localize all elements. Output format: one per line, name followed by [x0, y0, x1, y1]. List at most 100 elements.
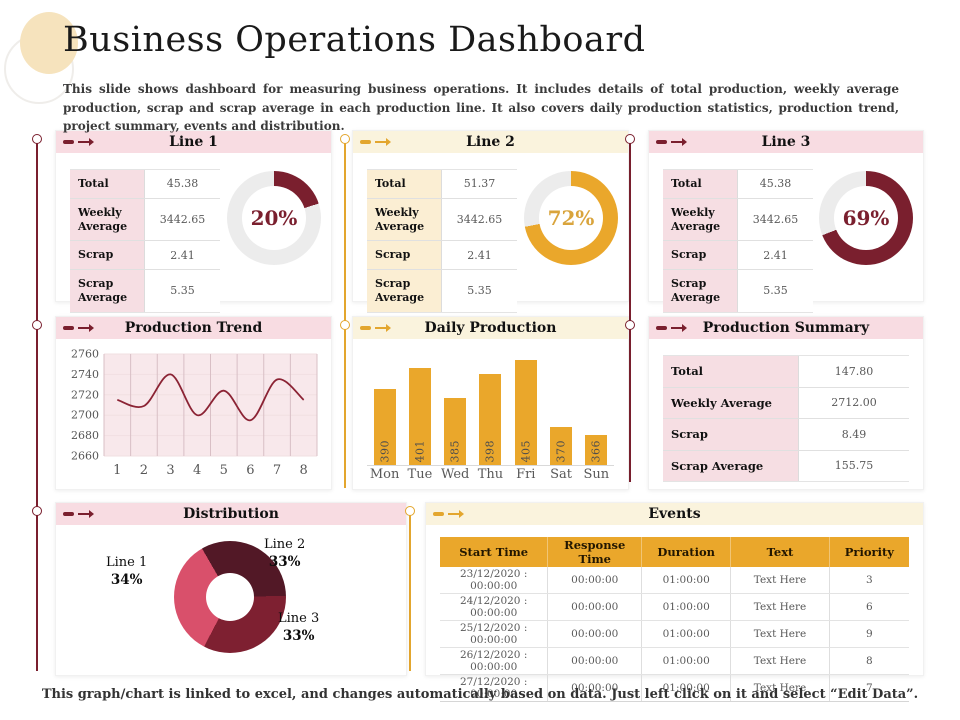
row-value: 45.38: [144, 170, 220, 198]
bar-wed[interactable]: 385: [444, 398, 467, 465]
line-1-donut-chart[interactable]: 20%: [227, 171, 321, 265]
production-summary-table[interactable]: Total 147.80 Weekly Average 2712.00 Scrap 8.4…: [663, 355, 909, 482]
table-row: Scrap 8.49: [663, 419, 909, 451]
bar-slot: 398: [473, 351, 508, 465]
table-cell: Text Here: [730, 674, 830, 702]
panel-header-production-summary: Production Summary: [649, 317, 923, 339]
distribution-donut-chart[interactable]: [174, 541, 286, 653]
panel-header-daily-production: Daily Production: [353, 317, 628, 339]
table-cell: 7: [828, 674, 909, 702]
timeline-line-right: [629, 137, 631, 482]
arrow-icon: [63, 510, 94, 518]
table-cell: 24/12/2020 : 00:00:00: [440, 593, 548, 621]
column-header: Priority: [828, 537, 909, 567]
table-cell: 8: [828, 647, 909, 675]
table-row: Total 147.80: [663, 356, 909, 388]
table-row: Total 51.37: [367, 170, 517, 199]
production-trend-line-chart[interactable]: 2660 2680 2700 2720 2740 2760 1 2 3 4 5 6 7 8: [64, 347, 322, 485]
table-cell: 00:00:00: [547, 647, 642, 675]
svg-text:7: 7: [273, 463, 281, 478]
bar-sat[interactable]: 370: [550, 427, 573, 465]
table-row: Scrap Average 5.35: [367, 270, 517, 312]
bar-tue[interactable]: 401: [408, 368, 431, 465]
svg-text:2720: 2720: [71, 388, 99, 401]
row-value: 3442.65: [441, 198, 517, 241]
bar-value-label: 401: [413, 439, 427, 463]
table-row: Scrap 2.41: [70, 241, 220, 270]
bar-fri[interactable]: 405: [514, 360, 537, 465]
events-table-header: Start Time Response Time Duration Text Prior…: [440, 537, 909, 567]
column-header: Response Time: [547, 537, 642, 567]
category-label: Sun: [583, 467, 610, 482]
category-label: Wed: [441, 467, 470, 482]
timeline-node-icon: [625, 134, 635, 144]
panel-title: Line 3: [761, 134, 811, 150]
bar-value-label: 366: [589, 439, 603, 463]
row-label: Weekly Average: [367, 198, 441, 241]
row-label: Scrap: [663, 241, 737, 269]
gauge-percent-label: 20%: [250, 206, 298, 230]
events-table[interactable]: Start Time Response Time Duration Text Prior…: [440, 537, 909, 702]
column-header: Text: [730, 537, 830, 567]
row-label: Scrap Average: [70, 270, 144, 312]
page-title: Business Operations Dashboard: [63, 20, 646, 60]
table-cell: 00:00:00: [547, 593, 642, 621]
row-label: Total: [70, 170, 144, 198]
bar-value-label: 398: [483, 439, 497, 463]
category-label: Fri: [516, 467, 536, 482]
svg-text:2680: 2680: [71, 429, 99, 442]
table-row: 26/12/2020 : 00:00:00 00:00:00 01:00:00 Tex…: [440, 647, 909, 675]
bar-thu[interactable]: 398: [479, 374, 502, 465]
timeline-line-left: [36, 137, 38, 671]
row-label: Scrap Average: [663, 450, 798, 481]
table-cell: Text Here: [730, 647, 830, 675]
row-label: Scrap: [70, 241, 144, 269]
timeline-node-icon: [405, 506, 415, 516]
footer-note: This graph/chart is linked to excel, and…: [41, 687, 919, 702]
arrow-icon: [433, 510, 464, 518]
row-label: Scrap: [663, 419, 798, 450]
row-value: 3442.65: [144, 198, 220, 241]
panel-header-line-1: Line 1: [56, 131, 331, 153]
events-table-body: 23/12/2020 : 00:00:00 00:00:00 01:00:00 Tex…: [440, 567, 909, 702]
table-cell: 3: [828, 567, 909, 594]
panel-title: Line 1: [169, 134, 218, 150]
table-cell: 01:00:00: [641, 674, 731, 702]
timeline-node-icon: [625, 320, 635, 330]
panel-header-events: Events: [426, 503, 923, 525]
timeline-line-middle: [344, 137, 346, 488]
timeline-line-events: [409, 510, 411, 671]
table-cell: 01:00:00: [641, 567, 731, 594]
line-2-table[interactable]: Total 51.37 Weekly Average 3442.65 Scrap 2.41…: [367, 169, 517, 313]
column-header: Duration: [641, 537, 731, 567]
row-label: Scrap: [367, 241, 441, 269]
row-value: 3442.65: [737, 198, 813, 241]
arrow-icon: [656, 324, 687, 332]
bar-sun[interactable]: 366: [585, 435, 608, 465]
panel-header-line-2: Line 2: [353, 131, 628, 153]
table-row: Scrap 2.41: [663, 241, 813, 270]
table-cell: 01:00:00: [641, 647, 731, 675]
gauge-percent-label: 72%: [547, 206, 595, 230]
line-1-table[interactable]: Total 45.38 Weekly Average 3442.65 Scrap 2.41…: [70, 169, 220, 313]
panel-line-1: Line 1 Total 45.38 Weekly Average 3442.65 Sc…: [55, 130, 332, 313]
line-2-donut-chart[interactable]: 72%: [524, 171, 618, 265]
panel-title: Daily Production: [424, 320, 557, 336]
bar-slot: 385: [438, 351, 473, 465]
table-cell: 6: [828, 593, 909, 621]
svg-text:5: 5: [220, 463, 228, 478]
panel-events: Events Start Time Response Time Duration Te…: [425, 502, 924, 702]
line-3-donut-chart[interactable]: 69%: [819, 171, 913, 265]
table-cell: 9: [828, 620, 909, 648]
table-row: Total 45.38: [663, 170, 813, 199]
timeline-node-icon: [32, 134, 42, 144]
row-label: Scrap Average: [367, 270, 441, 312]
bar-mon[interactable]: 390: [373, 389, 396, 465]
row-label: Weekly Average: [663, 198, 737, 241]
table-row: 25/12/2020 : 00:00:00 00:00:00 01:00:00 Tex…: [440, 620, 909, 648]
line-3-table[interactable]: Total 45.38 Weekly Average 3442.65 Scrap 2.41…: [663, 169, 813, 313]
distribution-label-line-3: Line 3 33%: [278, 611, 320, 644]
daily-production-bar-chart[interactable]: 390 401 385 398 405 370 366: [367, 351, 614, 466]
table-row: Weekly Average 2712.00: [663, 387, 909, 419]
